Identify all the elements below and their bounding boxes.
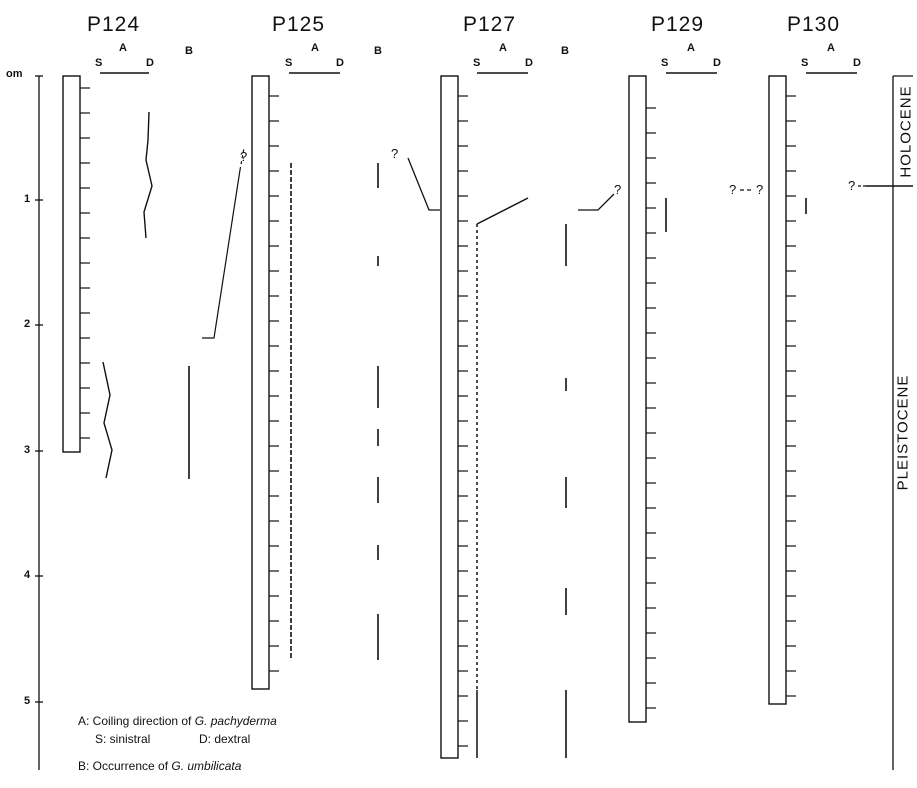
core-p130-group [768,72,913,705]
p125-unknown-mark: ? [391,146,399,161]
p124-d-label: D [146,57,154,69]
legend-a-prefix: A: Coiling direction of [78,714,195,728]
legend-a-species: G. pachyderma [194,714,277,728]
p125-a-label: A [311,42,319,54]
core-p129-column [628,75,647,723]
p127-s-label: S [473,57,481,69]
epoch-holocene-label: HOLOCENE [897,85,915,178]
legend-a: A: Coiling direction of G. pachyderma [78,715,277,727]
p129-unknown-mark-right: ? [756,182,764,197]
core-p127-group [440,72,615,759]
p125-d-label: D [336,57,344,69]
core-p129-ticks [646,107,656,709]
p124-s-label: S [95,57,103,69]
core-p124-connector-dash [239,147,245,171]
legend-d: D: dextral [199,732,251,746]
core-title-p129: P129 [651,13,705,36]
core-p124-group [62,72,245,479]
p130-d-label: D [853,57,861,69]
p124-unknown-mark: ? [240,149,248,164]
core-p125-ticks [269,95,279,672]
core-p129-group [628,72,754,723]
p127-unknown-mark: ? [614,182,622,197]
core-p124-ticks [80,87,90,439]
core-p127-column [440,75,459,759]
core-p130-column [768,75,787,705]
epoch-pleistocene-label: PLEISTOCENE [894,374,912,491]
p124-a-label: A [119,42,127,54]
p129-d-label: D [713,57,721,69]
p127-d-label: D [525,57,533,69]
legend-b: B: Occurrence of G. umbilicata [78,760,241,772]
depth-unit-label: om [6,68,23,80]
core-title-p130: P130 [787,13,841,36]
p129-a-label: A [687,42,695,54]
core-p127-connector [578,193,615,211]
core-p124-connector [202,169,241,339]
core-title-p127: P127 [463,13,517,36]
depth-label-1: 1 [24,193,31,205]
core-p125-group [251,72,440,690]
core-p124-coiling-upper [143,111,153,239]
core-title-p124: P124 [87,13,141,36]
p125-s-label: S [285,57,293,69]
depth-axis-ticks [35,75,43,703]
core-p125-connector [407,157,440,211]
p130-s-label: S [801,57,809,69]
core-p130-ticks [786,95,796,697]
p129-unknown-mark-left: ? [729,182,737,197]
p130-a-label: A [827,42,835,54]
p124-b-label: B [185,45,193,57]
core-p127-ticks [458,95,468,747]
p125-b-label: B [374,45,382,57]
core-p125-column [251,75,270,690]
legend-b-prefix: B: Occurrence of [78,759,172,773]
p130-unknown-mark: ? [848,178,856,193]
depth-label-2: 2 [24,318,31,330]
core-title-p125: P125 [272,13,326,36]
depth-label-5: 5 [24,695,31,707]
depth-label-3: 3 [24,444,31,456]
p127-a-label: A [499,42,507,54]
core-p127-coiling-top [476,197,529,225]
core-p124-column [62,75,81,453]
p129-s-label: S [661,57,669,69]
p127-b-label: B [561,45,569,57]
legend-s: S: sinistral [95,732,151,746]
core-p124-coiling-lower [102,361,113,479]
legend-b-species: G. umbilicata [171,759,242,773]
depth-label-4: 4 [24,569,31,581]
